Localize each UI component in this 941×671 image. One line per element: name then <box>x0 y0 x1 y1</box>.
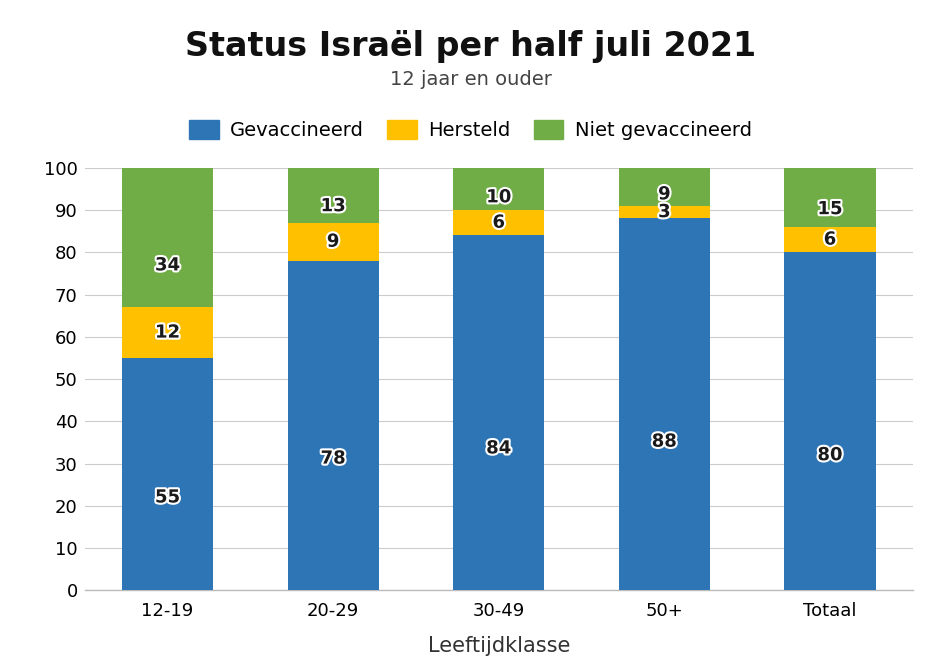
Text: 6: 6 <box>492 213 505 231</box>
Text: 34: 34 <box>155 256 180 274</box>
Text: 78: 78 <box>321 450 345 468</box>
Text: 12 jaar en ouder: 12 jaar en ouder <box>390 70 551 89</box>
Bar <box>122 307 213 358</box>
Bar <box>785 168 875 227</box>
Text: 3: 3 <box>658 203 671 221</box>
Text: Status Israël per half juli 2021: Status Israël per half juli 2021 <box>185 30 756 63</box>
Bar <box>454 168 544 210</box>
Text: 6: 6 <box>823 231 837 249</box>
Legend: Gevaccineerd, Hersteld, Niet gevaccineerd: Gevaccineerd, Hersteld, Niet gevaccineer… <box>183 113 758 146</box>
Text: 84: 84 <box>486 440 511 458</box>
Bar <box>454 236 544 590</box>
Text: 15: 15 <box>818 200 842 218</box>
Text: 9: 9 <box>327 233 340 251</box>
Text: MAURICE DE HOND: MAURICE DE HOND <box>20 66 70 71</box>
X-axis label: Leeftijdklasse: Leeftijdklasse <box>427 636 570 656</box>
Bar <box>785 252 875 590</box>
Text: 88: 88 <box>652 433 677 451</box>
Text: 80: 80 <box>818 446 842 464</box>
Text: MDH: MDH <box>19 31 71 50</box>
Bar <box>288 223 378 261</box>
Bar <box>288 261 378 590</box>
Bar <box>122 358 213 590</box>
Text: 9: 9 <box>658 185 671 203</box>
Text: 13: 13 <box>321 197 345 215</box>
Bar <box>619 206 710 219</box>
Bar <box>619 168 710 206</box>
Bar <box>288 168 378 223</box>
Text: 55: 55 <box>155 488 180 507</box>
Bar <box>785 227 875 252</box>
Bar <box>454 210 544 236</box>
Bar <box>122 168 213 307</box>
Text: 10: 10 <box>486 189 511 207</box>
Bar <box>619 219 710 590</box>
Text: 12: 12 <box>155 323 180 342</box>
